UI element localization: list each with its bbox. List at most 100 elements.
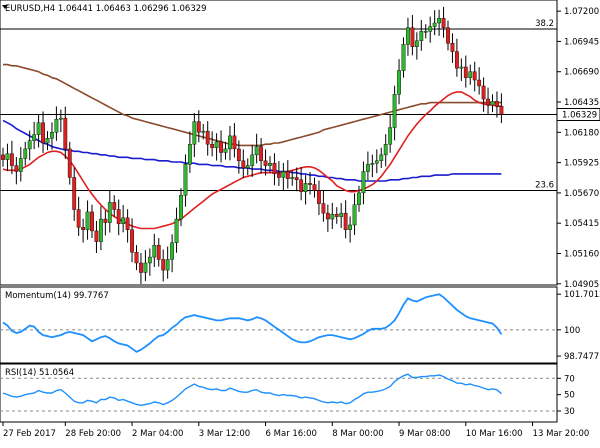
- candle-body: [259, 146, 263, 162]
- candle-body: [41, 122, 45, 144]
- rsi-line: [2, 373, 502, 407]
- candle: [432, 10, 437, 36]
- candle-body: [472, 71, 477, 81]
- candle: [401, 37, 406, 78]
- candle: [5, 143, 10, 172]
- candle: [36, 114, 41, 148]
- candle-body: [14, 165, 19, 172]
- candle: [339, 203, 344, 229]
- candle-body: [486, 98, 490, 106]
- candle-body: [490, 101, 495, 106]
- y-tick-label: 1.04905: [564, 280, 599, 290]
- candle-body: [236, 148, 241, 162]
- candle: [81, 218, 86, 243]
- x-tick-label: 3 Mar 12:00: [199, 429, 250, 439]
- candle-body: [219, 141, 223, 153]
- y-tick-label: 30: [564, 407, 575, 417]
- candle-body: [339, 212, 344, 217]
- candle-body: [303, 183, 308, 192]
- candle-body: [419, 31, 424, 42]
- candle: [18, 147, 23, 182]
- candle: [446, 20, 450, 51]
- candle: [196, 110, 201, 143]
- candle: [139, 253, 143, 284]
- candle: [54, 106, 59, 141]
- candle: [107, 190, 112, 233]
- candle: [459, 58, 464, 81]
- candle: [250, 144, 255, 177]
- candle: [472, 61, 477, 92]
- candle-body: [228, 135, 232, 150]
- candle: [330, 202, 335, 230]
- candle-body: [277, 173, 281, 178]
- candle: [299, 166, 304, 201]
- current-price-label: 1.06329: [562, 110, 597, 120]
- candle: [152, 233, 157, 268]
- candle: [392, 85, 397, 141]
- candle-body: [134, 252, 139, 264]
- y-tick-label: 1.06690: [564, 68, 599, 78]
- candle-body: [446, 27, 450, 44]
- candle: [9, 140, 14, 175]
- candle-body: [357, 192, 361, 205]
- candle-body: [388, 127, 393, 145]
- y-tick-label: 50: [564, 391, 575, 401]
- candle-body: [201, 130, 206, 133]
- rsi-panel: 70 50 30 RSI(14) 51.0564: [0, 363, 575, 423]
- candle: [103, 210, 108, 236]
- candle: [72, 167, 77, 221]
- x-tick-label: 28 Feb 20:00: [65, 429, 121, 439]
- candle-body: [85, 211, 90, 230]
- candle-body: [232, 135, 237, 150]
- collapse-arrow-icon[interactable]: [2, 5, 8, 9]
- candle: [1, 147, 5, 167]
- candle: [27, 130, 32, 161]
- candle: [325, 204, 330, 232]
- candle: [223, 141, 228, 160]
- candle-body: [210, 143, 215, 148]
- candle: [67, 141, 72, 185]
- candle-body: [76, 209, 81, 228]
- candle-body: [459, 66, 464, 69]
- x-tick-label: 13 Mar 20:00: [533, 429, 590, 439]
- candle-body: [179, 195, 183, 220]
- candle-body: [406, 27, 410, 45]
- candle-body: [196, 121, 201, 133]
- candle-body: [437, 18, 441, 24]
- candle-body: [72, 177, 77, 210]
- candle-body: [272, 162, 277, 175]
- candle: [192, 113, 197, 158]
- current-price-badge: 1.06329: [556, 107, 600, 121]
- candle: [352, 193, 357, 235]
- candle: [130, 218, 134, 263]
- candle-body: [45, 138, 50, 144]
- candle-body: [245, 165, 250, 169]
- x-tick-label: 9 Mar 08:00: [399, 429, 450, 439]
- candle: [90, 204, 94, 239]
- candle-body: [103, 218, 108, 223]
- candle: [441, 6, 446, 38]
- candle-body: [214, 141, 219, 148]
- candle: [281, 162, 286, 191]
- candle-body: [455, 51, 459, 69]
- candle-body: [121, 217, 126, 224]
- candle: [463, 55, 468, 88]
- candle-body: [156, 244, 161, 260]
- candle-body: [250, 154, 255, 166]
- time-axis: 27 Feb 2017 28 Feb 20:00 2 Mar 04:00 3 Mar …: [2, 422, 590, 439]
- fib-level-label: 23.6: [535, 181, 554, 191]
- candle: [468, 64, 473, 85]
- candle: [125, 209, 130, 243]
- candle: [272, 153, 277, 186]
- candle: [254, 133, 259, 164]
- candle: [259, 138, 263, 174]
- candle-body: [383, 143, 388, 156]
- candle-body: [112, 202, 117, 210]
- y-tick-label: 70: [564, 374, 575, 384]
- candle-body: [285, 171, 290, 179]
- candle: [366, 151, 370, 181]
- candle-body: [143, 262, 148, 273]
- candle-body: [401, 44, 406, 71]
- candle: [490, 94, 495, 113]
- candle-body: [432, 22, 437, 27]
